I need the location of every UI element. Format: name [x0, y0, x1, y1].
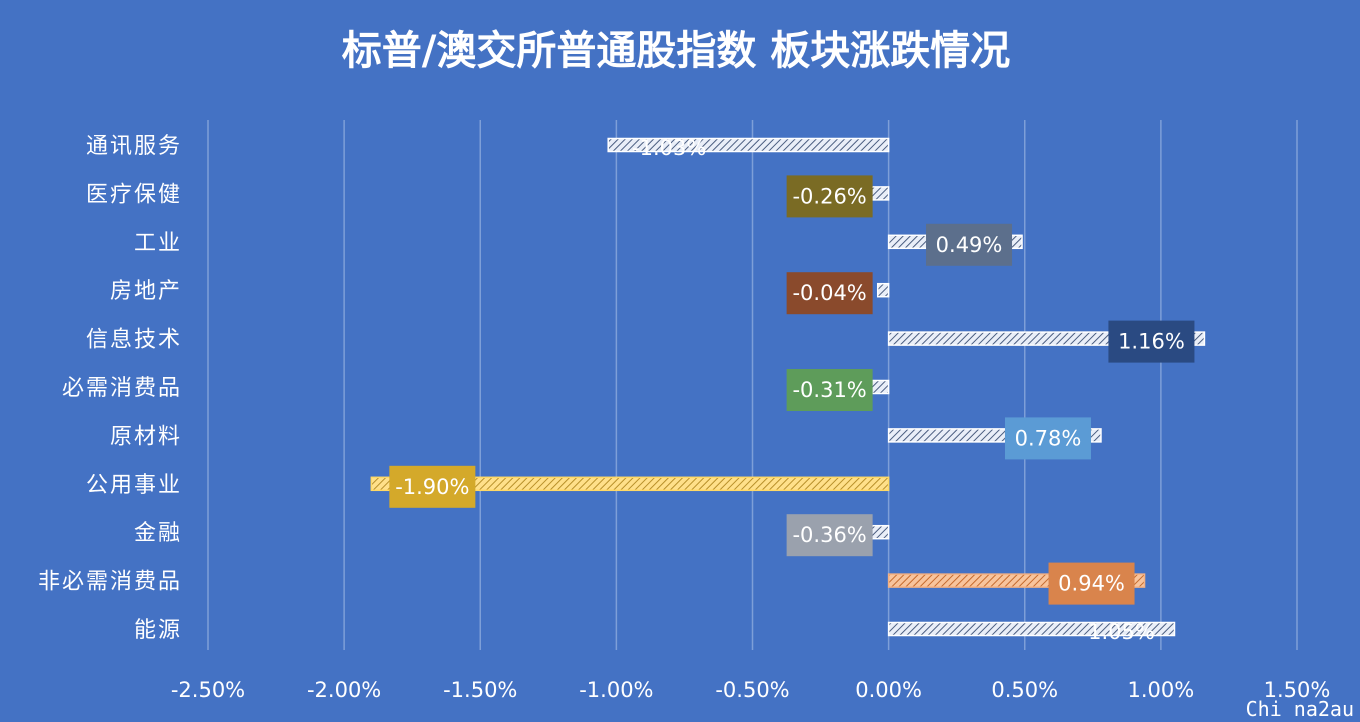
bar: [607, 137, 890, 153]
category-label: 原材料: [110, 424, 182, 449]
bar: [876, 282, 890, 298]
data-labels: -1.03% -0.26% 0.49% -0.04% 1.16% -0.31% 0.78% -…: [389, 136, 1195, 644]
data-label: 0.78%: [1015, 426, 1082, 450]
data-label: -0.04%: [792, 281, 866, 305]
data-label: -0.36%: [792, 523, 866, 547]
data-label-box: [1108, 320, 1195, 363]
category-label: 公用事业: [86, 473, 182, 498]
x-tick-label: 1.50%: [1264, 678, 1331, 702]
x-tick-label: -2.00%: [307, 678, 381, 702]
x-tick-label: 0.50%: [991, 678, 1058, 702]
data-label: 1.05%: [1088, 620, 1155, 644]
data-label-box: [389, 465, 476, 508]
data-label-box: [1004, 417, 1091, 460]
data-label: 0.49%: [936, 233, 1003, 257]
data-label: -0.26%: [792, 184, 866, 208]
value-axis: -2.50% -2.00% -1.50% -1.00% -0.50% 0.00% 0.50%…: [171, 678, 1331, 702]
data-label-box: [1048, 562, 1135, 605]
category-label: 工业: [134, 231, 182, 256]
bar: [887, 621, 1176, 637]
data-label: -1.03%: [632, 136, 706, 160]
x-tick-label: -1.00%: [579, 678, 653, 702]
category-label: 信息技术: [86, 328, 182, 353]
x-tick-label: -1.50%: [443, 678, 517, 702]
data-label: 0.94%: [1058, 572, 1125, 596]
category-label: 房地产: [110, 279, 182, 304]
data-label: 1.16%: [1118, 330, 1185, 354]
data-label-box: [926, 223, 1013, 266]
data-label: -0.31%: [792, 378, 866, 402]
category-label: 能源: [134, 618, 182, 643]
category-label: 必需消费品: [62, 376, 182, 401]
x-tick-label: -0.50%: [715, 678, 789, 702]
data-label: -1.90%: [395, 475, 469, 499]
data-label-box: [786, 175, 873, 218]
bar: [370, 476, 890, 492]
x-tick-label: 0.00%: [855, 678, 922, 702]
x-tick-label: 1.00%: [1128, 678, 1195, 702]
category-label: 通讯服务: [86, 134, 182, 159]
data-label-box: [786, 272, 873, 315]
watermark: Chi na2au: [1246, 697, 1354, 721]
data-label-box: [786, 369, 873, 411]
data-label-box: [786, 514, 873, 557]
chart-title: 标普/澳交所普通股指数 板块涨跌情况: [342, 28, 1011, 74]
category-label: 医疗保健: [86, 182, 182, 207]
x-tick-label: -2.50%: [171, 678, 245, 702]
category-label: 非必需消费品: [38, 570, 182, 595]
category-label: 金融: [134, 521, 182, 546]
